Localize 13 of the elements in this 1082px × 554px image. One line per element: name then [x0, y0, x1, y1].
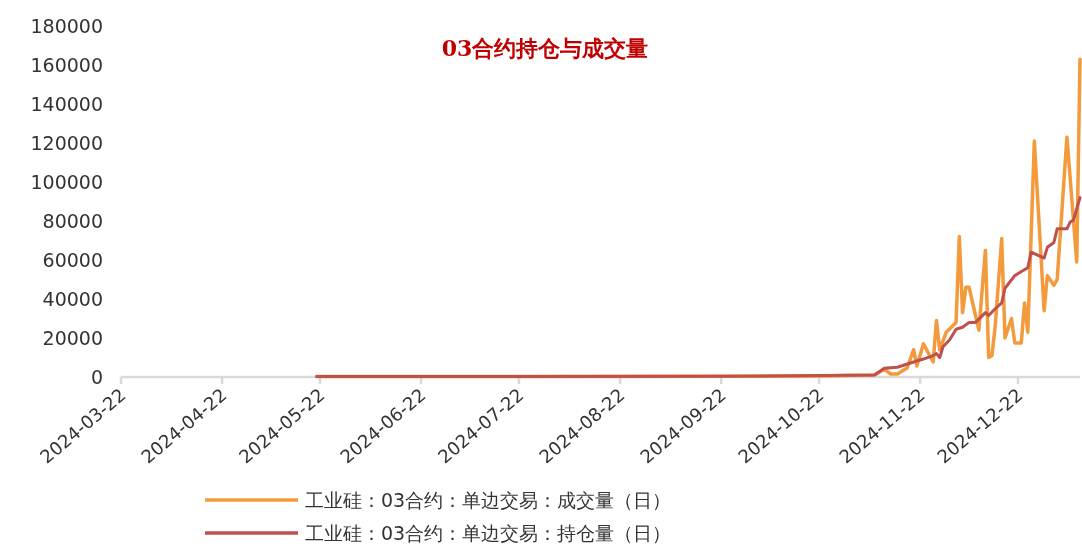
- y-tick-label: 40000: [42, 288, 103, 310]
- y-tick-label: 20000: [42, 327, 103, 349]
- legend-label: 工业硅：03合约：单边交易：持仓量（日）: [305, 522, 672, 544]
- y-tick-label: 60000: [42, 249, 103, 271]
- y-tick-label: 140000: [30, 93, 103, 115]
- legend-label: 工业硅：03合约：单边交易：成交量（日）: [305, 489, 672, 511]
- y-tick-label: 80000: [42, 210, 103, 232]
- y-tick-label: 100000: [30, 171, 103, 193]
- y-tick-label: 180000: [30, 15, 103, 37]
- chart-title: 03合约持仓与成交量: [441, 35, 649, 61]
- y-tick-label: 0: [90, 366, 103, 388]
- y-tick-label: 120000: [30, 132, 103, 154]
- y-tick-label: 160000: [30, 54, 103, 76]
